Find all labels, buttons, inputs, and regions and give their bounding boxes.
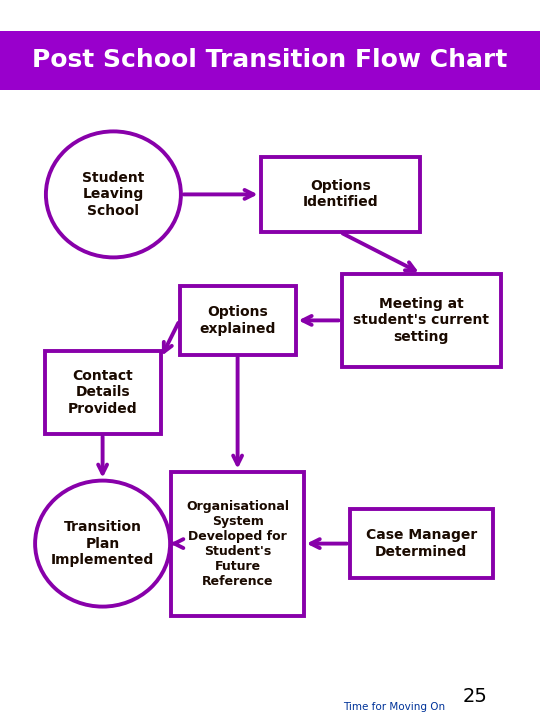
- Text: Options
explained: Options explained: [199, 305, 276, 336]
- FancyBboxPatch shape: [261, 157, 420, 232]
- FancyBboxPatch shape: [179, 286, 296, 354]
- Text: Case Manager
Determined: Case Manager Determined: [366, 528, 477, 559]
- Text: Student
Leaving
School: Student Leaving School: [82, 171, 145, 217]
- Text: Post School Transition Flow Chart: Post School Transition Flow Chart: [32, 48, 508, 73]
- Ellipse shape: [35, 481, 170, 606]
- FancyBboxPatch shape: [350, 510, 493, 577]
- Text: 25: 25: [463, 688, 488, 706]
- Text: Transition
Plan
Implemented: Transition Plan Implemented: [51, 521, 154, 567]
- Text: Organisational
System
Developed for
Student's
Future
Reference: Organisational System Developed for Stud…: [186, 500, 289, 588]
- FancyBboxPatch shape: [45, 351, 161, 433]
- Text: Meeting at
student's current
setting: Meeting at student's current setting: [353, 297, 489, 343]
- Ellipse shape: [46, 131, 181, 257]
- Text: Options
Identified: Options Identified: [302, 179, 378, 210]
- Text: Time for Moving On: Time for Moving On: [343, 702, 445, 712]
- FancyBboxPatch shape: [0, 31, 540, 90]
- FancyBboxPatch shape: [342, 274, 501, 367]
- FancyBboxPatch shape: [172, 472, 303, 616]
- Text: Contact
Details
Provided: Contact Details Provided: [68, 369, 137, 415]
